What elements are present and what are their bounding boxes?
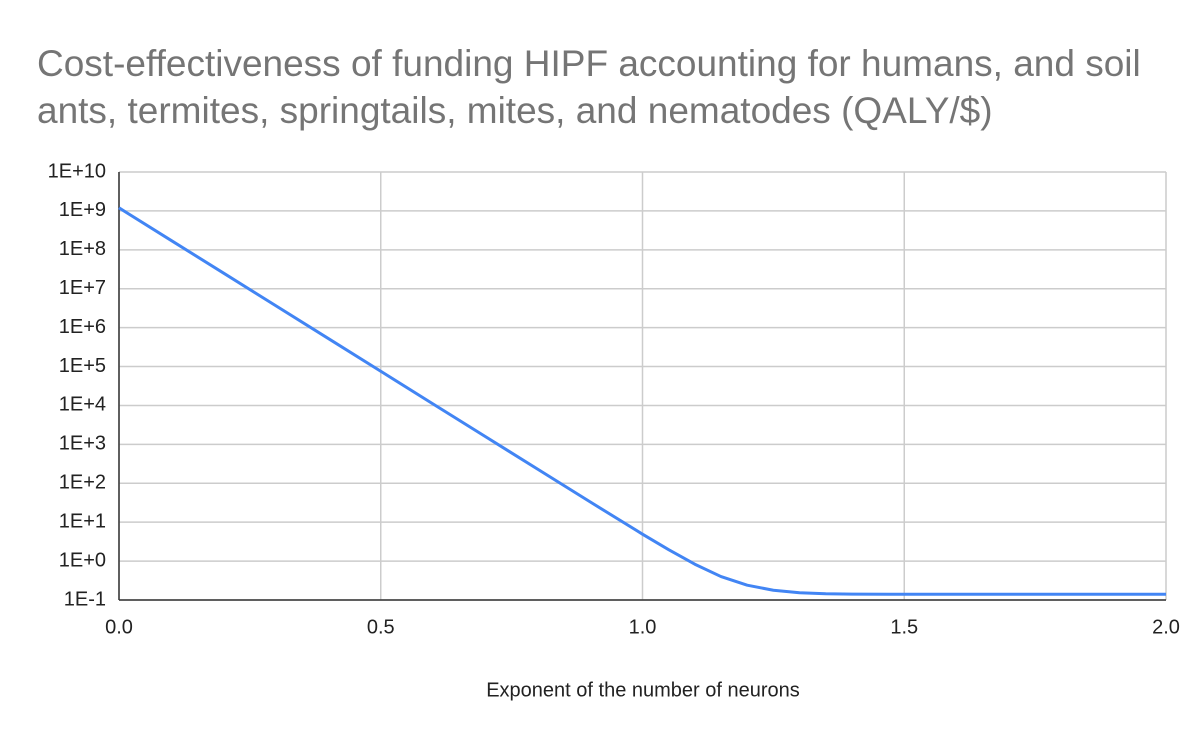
y-tick-label: 1E+5 [59, 355, 106, 377]
x-axis-label: Exponent of the number of neurons [486, 679, 800, 701]
series-line [118, 206, 1166, 596]
y-tick-label: 1E+4 [59, 394, 106, 416]
x-tick-label: 2.0 [1152, 616, 1180, 638]
y-tick-label: 1E+2 [59, 472, 106, 494]
y-tick-label: 1E+9 [59, 199, 106, 221]
y-tick-label: 1E+8 [59, 238, 106, 260]
y-tick-label: 1E-1 [64, 588, 106, 610]
y-tick-label: 1E+10 [48, 160, 106, 182]
y-tick-label: 1E+1 [59, 510, 106, 532]
y-tick-label: 1E+3 [59, 433, 106, 455]
y-tick-label: 1E+7 [59, 277, 106, 299]
y-tick-label: 1E+6 [59, 316, 106, 338]
y-tick-label: 1E+0 [59, 549, 106, 571]
chart-title: Cost-effectiveness of funding HIPF accou… [37, 43, 1141, 131]
x-tick-label: 0.5 [367, 616, 395, 638]
x-tick-label: 1.5 [890, 616, 918, 638]
x-tick-label: 0.0 [105, 616, 133, 638]
x-tick-label: 1.0 [629, 616, 657, 638]
